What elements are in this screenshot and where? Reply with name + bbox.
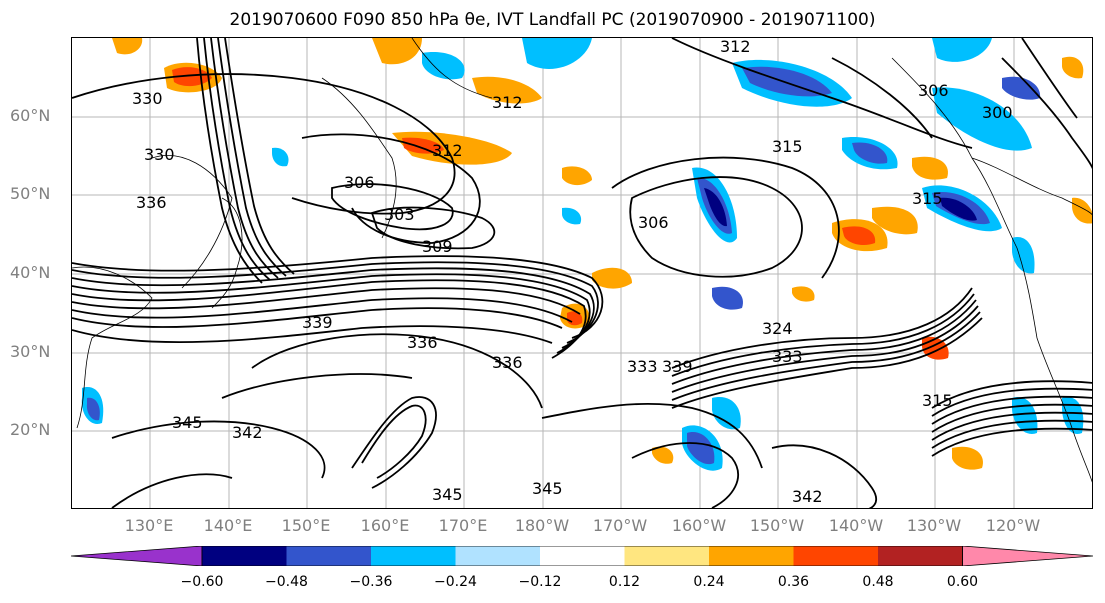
contour-label: 345 bbox=[532, 479, 563, 498]
lon-label-150e: 150°E bbox=[281, 516, 331, 535]
colorbar-tick-label: −0.60 bbox=[180, 574, 224, 590]
contour-label: 345 bbox=[432, 485, 463, 504]
contour-label: 333 bbox=[627, 357, 658, 376]
lat-label-30n: 30°N bbox=[10, 342, 51, 361]
contour-label: 336 bbox=[407, 333, 438, 352]
theta-e-contours bbox=[72, 38, 1092, 508]
lon-label-130e: 130°E bbox=[124, 516, 174, 535]
colorbar-swatch bbox=[878, 546, 963, 566]
contour-label: 306 bbox=[918, 81, 949, 100]
contour-label: 300 bbox=[982, 103, 1013, 122]
lat-label-40n: 40°N bbox=[10, 263, 51, 282]
map-title: 2019070600 F090 850 hPa θe, IVT Landfall… bbox=[229, 10, 876, 30]
contour-label: 342 bbox=[792, 487, 823, 506]
pc-shading bbox=[81, 38, 1092, 471]
contour-label: 339 bbox=[302, 313, 333, 332]
colorbar-tick-label: 0.60 bbox=[946, 574, 979, 590]
contour-label: 312 bbox=[720, 38, 751, 56]
contour-label: 324 bbox=[762, 319, 793, 338]
contour-label: 315 bbox=[922, 391, 953, 410]
colorbar-swatch bbox=[793, 546, 878, 566]
colorbar-tick-label: 0.24 bbox=[693, 574, 725, 590]
lat-label-20n: 20°N bbox=[10, 420, 51, 439]
colorbar-tick-label: −0.48 bbox=[265, 574, 308, 590]
lat-label-50n: 50°N bbox=[10, 184, 51, 203]
contour-label: 306 bbox=[344, 173, 375, 192]
contour-label: 336 bbox=[136, 193, 167, 212]
contour-label: 315 bbox=[772, 137, 803, 156]
contour-label: 336 bbox=[492, 353, 523, 372]
lon-label-120w: 120°W bbox=[985, 516, 1041, 535]
colorbar-swatch bbox=[202, 546, 287, 566]
colorbar-swatch bbox=[371, 546, 456, 566]
colorbar-swatch bbox=[455, 546, 540, 566]
lon-label-160e: 160°E bbox=[360, 516, 410, 535]
colorbar-tick-label: 0.48 bbox=[862, 574, 894, 590]
lon-label-180w: 180°W bbox=[514, 516, 570, 535]
colorbar-swatch bbox=[286, 546, 371, 566]
lon-label-140w: 140°W bbox=[828, 516, 884, 535]
contour-label: 330 bbox=[132, 89, 163, 108]
lat-label-60n: 60°N bbox=[10, 106, 51, 125]
lon-label-160w: 160°W bbox=[671, 516, 727, 535]
colorbar-swatch bbox=[540, 546, 625, 566]
colorbar-tick-label: −0.24 bbox=[434, 574, 477, 590]
colorbar-swatch bbox=[71, 546, 203, 566]
contour-labels: 330 330 312 312 312 306 306 306 303 309 … bbox=[132, 38, 1013, 506]
contour-label: 306 bbox=[638, 213, 669, 232]
lon-label-130w: 130°W bbox=[906, 516, 962, 535]
contour-label: 312 bbox=[492, 93, 523, 112]
map-panel: 330 330 312 312 312 306 306 306 303 309 … bbox=[71, 37, 1093, 509]
colorbar-tick-label: 0.12 bbox=[608, 574, 641, 590]
contour-label: 339 bbox=[662, 357, 693, 376]
contour-label: 309 bbox=[422, 237, 453, 256]
colorbar-swatch bbox=[709, 546, 794, 566]
lon-label-150w: 150°W bbox=[749, 516, 805, 535]
contour-label: 330 bbox=[144, 145, 175, 164]
colorbar-tick-label: −0.12 bbox=[518, 574, 562, 590]
lon-label-170e: 170°E bbox=[438, 516, 488, 535]
contour-label: 315 bbox=[912, 189, 943, 208]
contour-label: 333 bbox=[772, 347, 803, 366]
contour-label: 303 bbox=[384, 205, 415, 224]
contour-label: 342 bbox=[232, 423, 263, 442]
colorbar bbox=[71, 546, 1093, 566]
colorbar-tick-label: 0.36 bbox=[777, 574, 810, 590]
colorbar-swatch bbox=[962, 546, 1093, 566]
contour-label: 345 bbox=[172, 413, 203, 432]
lon-label-170w: 170°W bbox=[592, 516, 648, 535]
colorbar-frame bbox=[201, 546, 963, 566]
lon-label-140e: 140°E bbox=[203, 516, 253, 535]
colorbar-swatch bbox=[624, 546, 709, 566]
contour-label: 312 bbox=[432, 141, 463, 160]
colorbar-tick-label: −0.36 bbox=[349, 574, 393, 590]
map-svg: 330 330 312 312 312 306 306 306 303 309 … bbox=[72, 38, 1092, 508]
